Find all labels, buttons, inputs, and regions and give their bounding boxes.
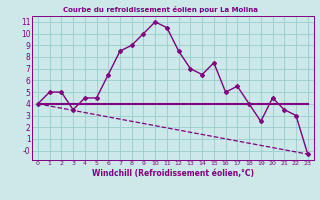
X-axis label: Windchill (Refroidissement éolien,°C): Windchill (Refroidissement éolien,°C) xyxy=(92,169,254,178)
Text: Courbe du refroidissement éolien pour La Molina: Courbe du refroidissement éolien pour La… xyxy=(63,6,257,13)
